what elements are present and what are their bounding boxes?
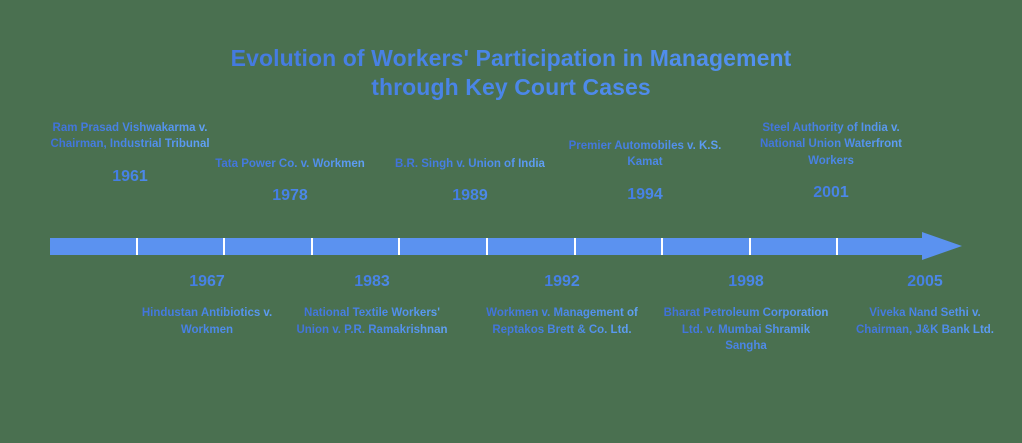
event-case-name: Steel Authority of India v. National Uni…: [746, 120, 916, 169]
title-line-2: through Key Court Cases: [0, 73, 1022, 102]
timeline-segment: [576, 238, 664, 255]
event-year: 1961: [45, 167, 215, 186]
timeline-bar: [50, 238, 924, 255]
arrow-head-icon: [922, 232, 962, 260]
timeline-segment: [663, 238, 751, 255]
event-year: 1989: [385, 186, 555, 205]
event-case-name: Workmen v. Management of Reptakos Brett …: [477, 305, 647, 338]
event-year: 1967: [122, 272, 292, 291]
event-case-name: Tata Power Co. v. Workmen: [205, 156, 375, 172]
event-case-name: Hindustan Antibiotics v. Workmen: [122, 305, 292, 338]
timeline-segment: [50, 238, 138, 255]
event-year: 1994: [560, 185, 730, 204]
timeline-segment: [838, 238, 924, 255]
event-year: 2005: [840, 272, 1010, 291]
timeline-segment: [751, 238, 839, 255]
timeline-event-1998: 1998 Bharat Petroleum Corporation Ltd. v.…: [661, 272, 831, 354]
timeline-event-1992: 1992 Workmen v. Management of Reptakos Br…: [477, 272, 647, 338]
event-year: 1998: [661, 272, 831, 291]
event-case-name: B.R. Singh v. Union of India: [385, 156, 555, 172]
timeline-event-2005: 2005 Viveka Nand Sethi v. Chairman, J&K B…: [840, 272, 1010, 338]
timeline-segment: [488, 238, 576, 255]
title-line-1: Evolution of Workers' Participation in M…: [0, 44, 1022, 73]
event-case-name: Ram Prasad Vishwakarma v. Chairman, Indu…: [45, 120, 215, 153]
timeline-axis: [50, 232, 962, 260]
timeline-segment: [138, 238, 226, 255]
timeline-event-1983: 1983 National Textile Workers' Union v. P…: [287, 272, 457, 338]
timeline-event-1967: 1967 Hindustan Antibiotics v. Workmen: [122, 272, 292, 338]
event-case-name: Viveka Nand Sethi v. Chairman, J&K Bank …: [840, 305, 1010, 338]
event-case-name: Bharat Petroleum Corporation Ltd. v. Mum…: [661, 305, 831, 354]
event-year: 1978: [205, 186, 375, 205]
timeline-segment: [400, 238, 488, 255]
timeline-segment: [313, 238, 401, 255]
event-case-name: Premier Automobiles v. K.S. Kamat: [560, 138, 730, 171]
page-title: Evolution of Workers' Participation in M…: [0, 44, 1022, 103]
event-year: 1992: [477, 272, 647, 291]
timeline-segment: [225, 238, 313, 255]
event-year: 1983: [287, 272, 457, 291]
event-case-name: National Textile Workers' Union v. P.R. …: [287, 305, 457, 338]
event-year: 2001: [746, 183, 916, 202]
